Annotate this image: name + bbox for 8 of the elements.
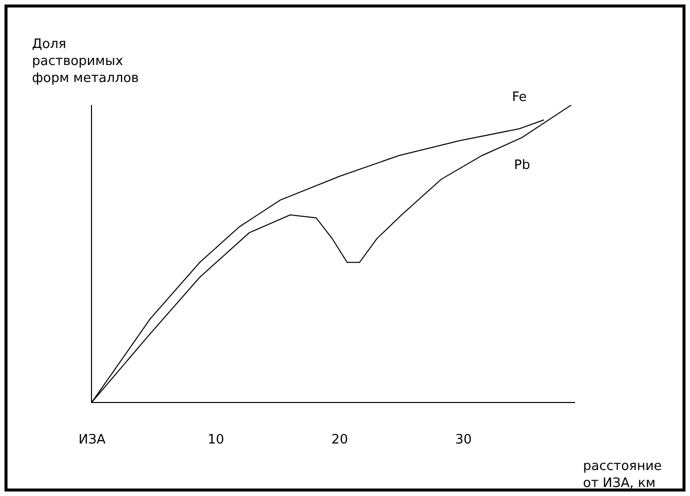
x-tick-label: 20 <box>331 432 348 448</box>
x-tick-label: 30 <box>455 432 472 448</box>
series-label: Pb <box>514 158 530 173</box>
series-label: Fe <box>512 90 527 105</box>
x-axis-title: расстояние от ИЗА, км <box>583 459 662 491</box>
x-tick-label: ИЗА <box>78 432 106 448</box>
y-axis-title: Доля растворимых форм металлов <box>32 37 139 86</box>
x-tick-label: 10 <box>208 432 224 448</box>
